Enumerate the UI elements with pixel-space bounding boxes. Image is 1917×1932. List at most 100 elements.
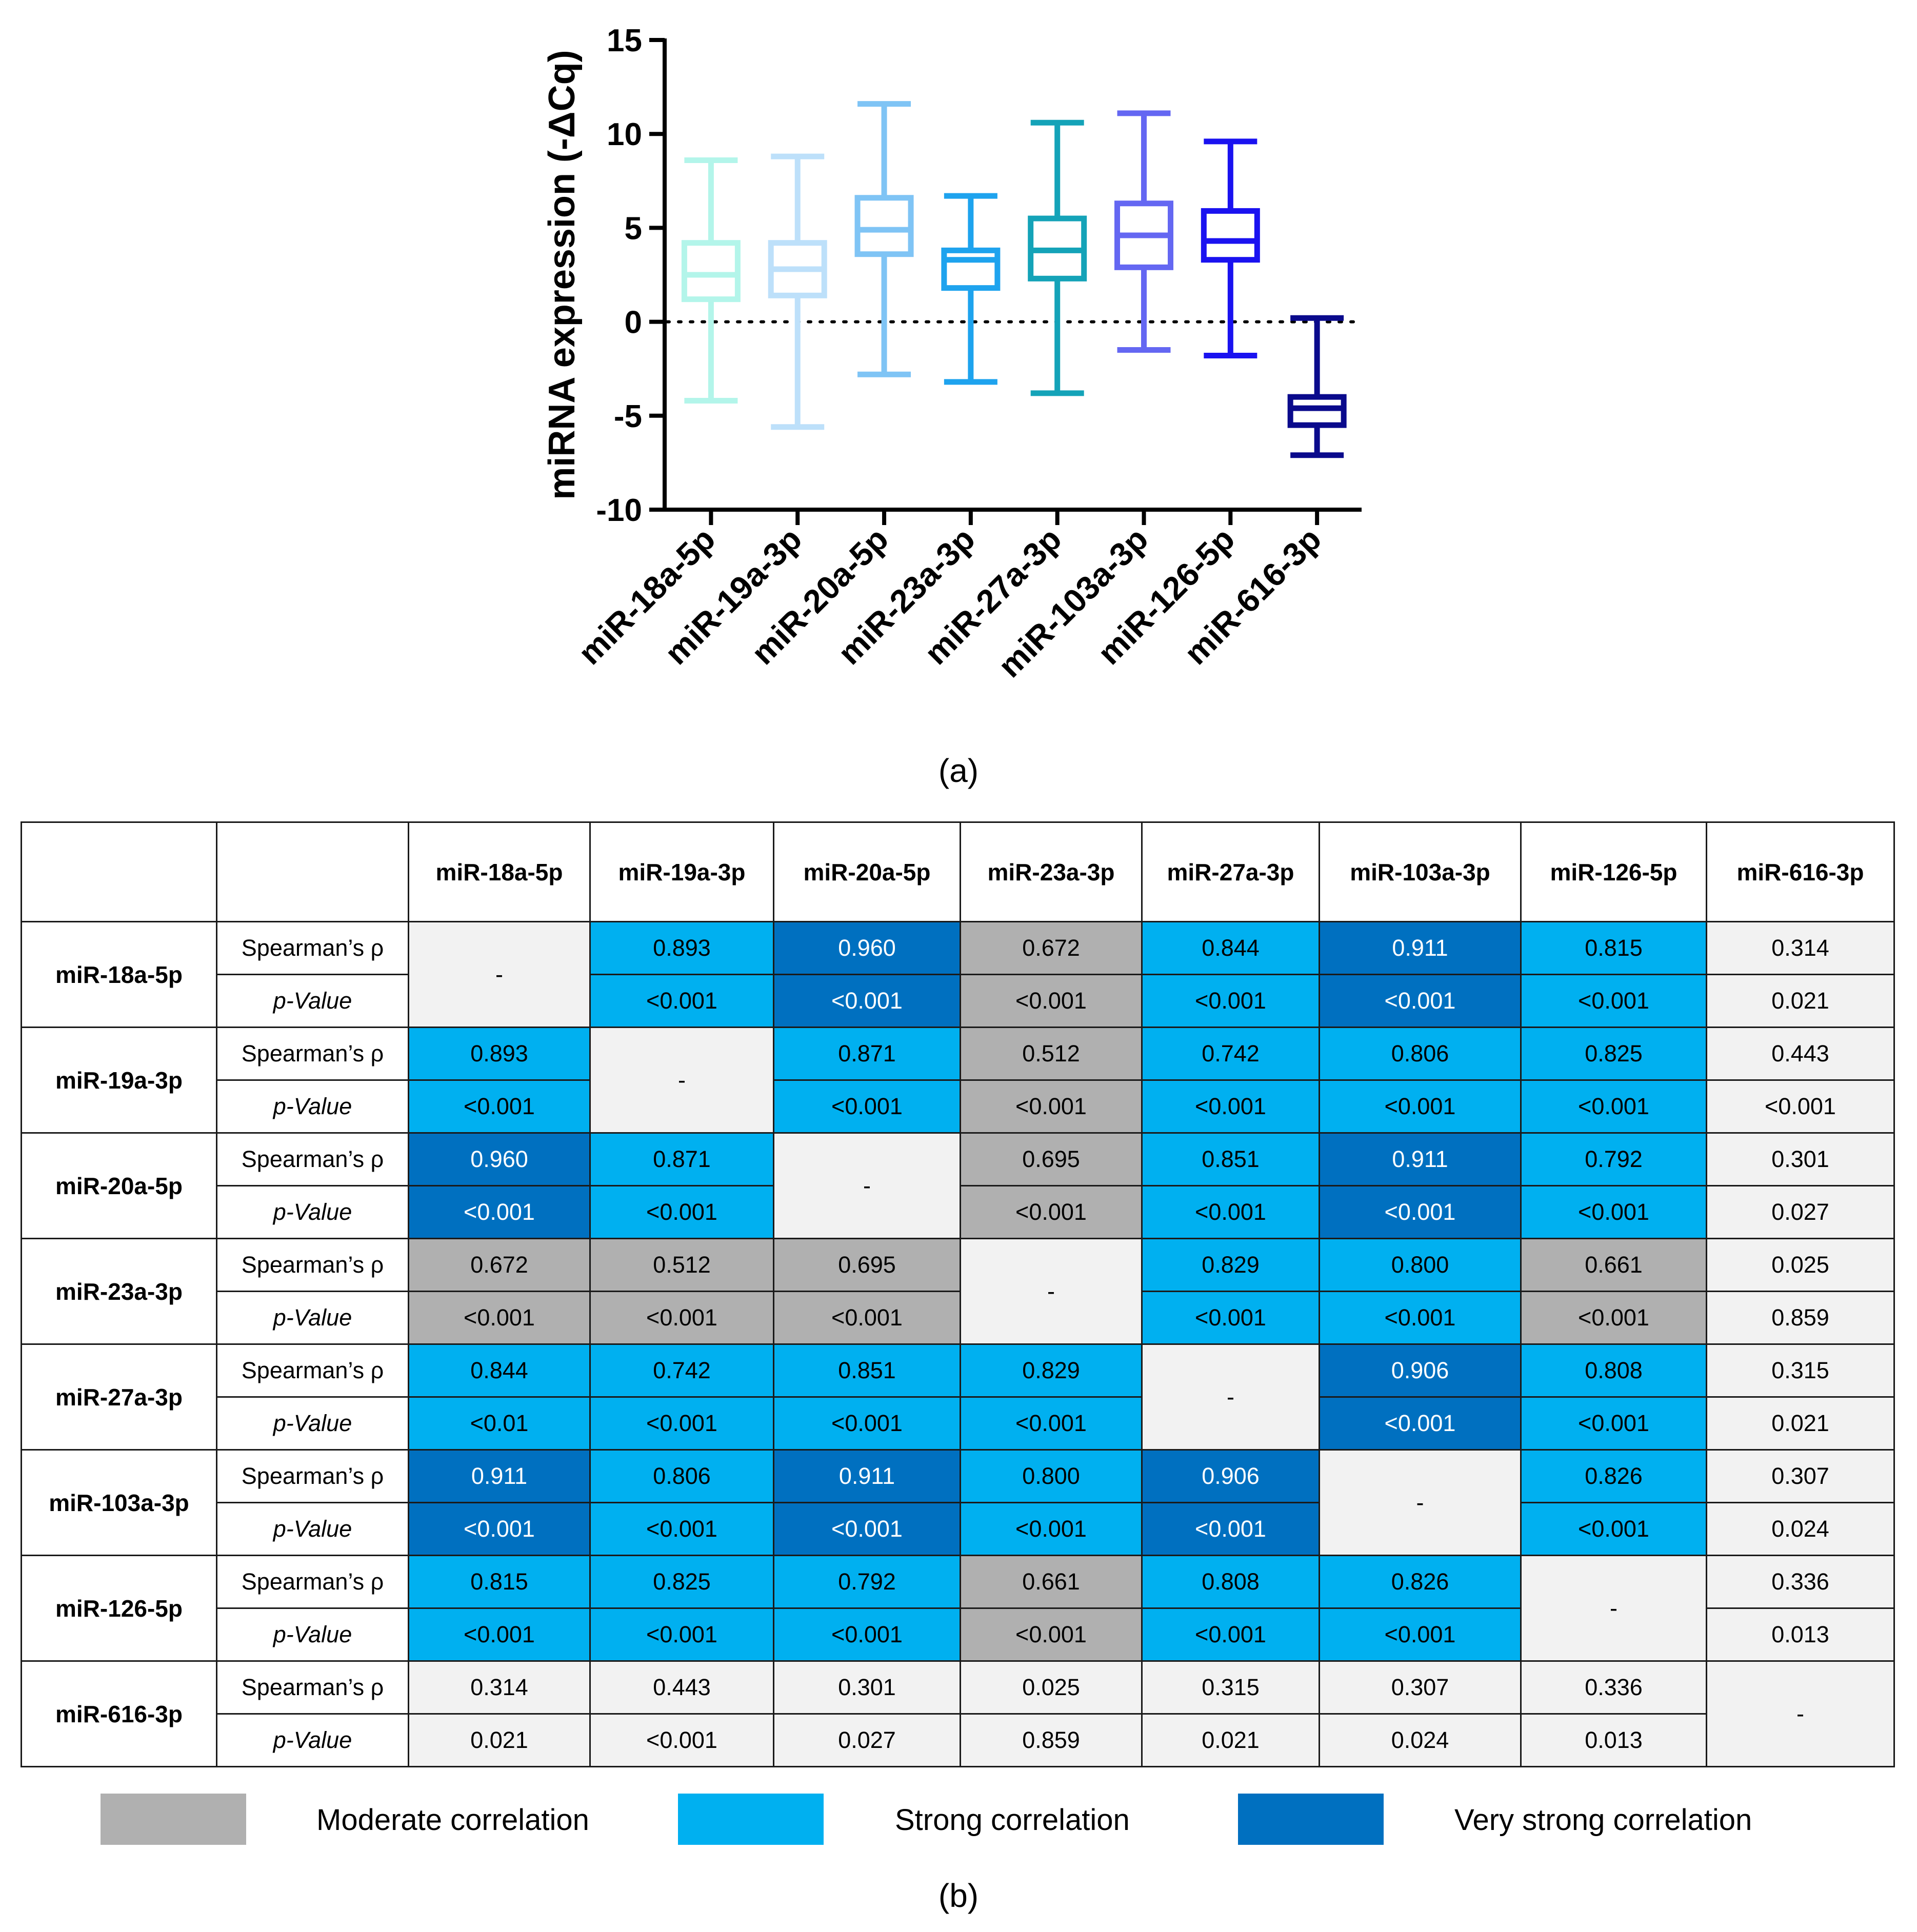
pvalue-cell: <0.001 [408,1291,591,1345]
table-row-rho: miR-27a-3p Spearman’s ρ 0.844 0.742 0.851 0.8… [21,1343,1895,1451]
rho-cell: 0.315 [1706,1343,1895,1398]
pvalue-cell: <0.001 [960,1607,1143,1662]
rho-cell: 0.829 [960,1343,1143,1398]
rho-cell: 0.695 [960,1132,1143,1186]
table-row-rho: miR-23a-3p Spearman’s ρ 0.672 0.512 0.695-0.… [21,1238,1895,1345]
table-row-pvalue: p-Value <0.001 <0.001 <0.001 <0.001 <0.001 <0.… [22,1185,1895,1239]
table-row-rho: miR-126-5p Spearman’s ρ 0.815 0.825 0.792 0.6… [21,1555,1895,1662]
pvalue-cell: <0.001 [589,974,774,1028]
table-row-rho: miR-103a-3p Spearman’s ρ 0.911 0.806 0.911 0.… [21,1449,1895,1556]
diagonal-cell: - [960,1238,1143,1345]
diagonal-cell: - [773,1132,961,1239]
stat-label-rho: Spearman’s ρ [216,921,409,975]
table-header-row: miR-18a-5p miR-19a-3p miR-20a-5p miR-23a-3p… [21,821,1895,922]
stat-label-pvalue: p-Value [216,1607,409,1662]
diagonal-cell: - [1319,1449,1522,1556]
stat-label-rho: Spearman’s ρ [216,1238,409,1292]
diagonal-cell: - [1520,1555,1707,1662]
rho-cell: 0.307 [1706,1449,1895,1503]
stat-label-pvalue: p-Value [216,1713,409,1767]
stat-label-pvalue: p-Value [216,1291,409,1345]
pvalue-cell: 0.024 [1706,1502,1895,1556]
diagonal-cell: - [1141,1343,1320,1451]
pvalue-cell: <0.001 [408,1185,591,1239]
pvalue-cell: <0.001 [773,1291,961,1345]
pvalue-cell: <0.001 [1319,1396,1522,1451]
legend-swatch-strong [678,1794,824,1845]
y-tick-label: -5 [614,399,642,434]
pvalue-cell: <0.001 [960,1502,1143,1556]
rho-cell: 0.307 [1319,1660,1522,1715]
pvalue-cell: <0.001 [1319,1291,1522,1345]
row-header: miR-19a-3p [21,1027,217,1134]
pvalue-cell: <0.001 [1520,1291,1707,1345]
rho-cell: 0.661 [960,1555,1143,1609]
row-header: miR-18a-5p [21,921,217,1028]
stat-label-pvalue: p-Value [216,1396,409,1451]
table-row-pvalue: p-Value <0.001 <0.001 <0.001 <0.001 <0.001 <0.… [22,1607,1895,1662]
pvalue-cell: <0.001 [773,1396,961,1451]
stat-label-rho: Spearman’s ρ [216,1132,409,1186]
stat-label-rho: Spearman’s ρ [216,1343,409,1398]
rho-cell: 0.672 [408,1238,591,1292]
pvalue-cell: <0.001 [773,1502,961,1556]
pvalue-cell: <0.001 [773,1607,961,1662]
pvalue-cell: 0.021 [1141,1713,1320,1767]
stat-label-rho: Spearman’s ρ [216,1449,409,1503]
table-row-pvalue: p-Value <0.01 <0.001 <0.001 <0.001 <0.001 <0.0… [22,1396,1895,1451]
pvalue-cell: <0.001 [1520,974,1707,1028]
row-header: miR-20a-5p [21,1132,217,1239]
table-row-pvalue: p-Value <0.001 <0.001 <0.001 <0.001 <0.001 <0.… [22,1502,1895,1556]
pvalue-cell: <0.001 [589,1713,774,1767]
pvalue-cell: <0.001 [1706,1079,1895,1134]
pvalue-cell: <0.001 [1319,1607,1522,1662]
pvalue-cell: <0.001 [1319,1079,1522,1134]
pvalue-cell: <0.001 [1520,1079,1707,1134]
rho-cell: 0.851 [1141,1132,1320,1186]
rho-cell: 0.808 [1520,1343,1707,1398]
panel-label-a: (a) [938,752,979,789]
table-row-pvalue: p-Value <0.001 <0.001 <0.001 <0.001 <0.001 <0.… [22,974,1895,1028]
legend-label-moderate: Moderate correlation [316,1803,589,1837]
diagonal-cell: - [408,921,591,1028]
pvalue-cell: 0.859 [960,1713,1143,1767]
pvalue-cell: <0.001 [589,1607,774,1662]
rho-cell: 0.742 [589,1343,774,1398]
pvalue-cell: <0.001 [1141,974,1320,1028]
rho-cell: 0.301 [773,1660,961,1715]
header-corner-cell [21,821,217,922]
box-miR-103a-3p [1114,110,1174,353]
table-row-rho: miR-18a-5p Spearman’s ρ -0.893 0.960 0.672 0.… [21,921,1895,1028]
x-tick-label: miR-103a-3p [991,520,1155,685]
box-iqr [941,247,1001,291]
box-iqr [681,240,741,303]
box-miR-616-3p [1287,315,1347,458]
box-miR-126-5p [1201,138,1260,359]
box-iqr [1201,208,1260,263]
rho-cell: 0.826 [1319,1555,1522,1609]
rho-cell: 0.960 [773,921,961,975]
column-header: miR-19a-3p [589,821,774,922]
pvalue-cell: 0.859 [1706,1291,1895,1345]
panel-label-b: (b) [938,1877,979,1914]
legend-swatch-moderate [101,1794,246,1845]
diagonal-cell: - [589,1027,774,1134]
y-tick-label: 15 [607,23,642,58]
pvalue-cell: 0.013 [1520,1713,1707,1767]
rho-cell: 0.829 [1141,1238,1320,1292]
row-header: miR-126-5p [21,1555,217,1662]
pvalue-cell: <0.01 [408,1396,591,1451]
correlation-table: miR-18a-5p miR-19a-3p miR-20a-5p miR-23a-3p… [21,821,1895,1767]
table-row-rho: miR-19a-3p Spearman’s ρ 0.893-0.871 0.512 0.… [21,1027,1895,1134]
rho-cell: 0.893 [408,1027,591,1081]
rho-cell: 0.336 [1520,1660,1707,1715]
pvalue-cell: <0.001 [408,1502,591,1556]
table-row-pvalue: p-Value 0.021 <0.001 0.027 0.859 0.021 0.024 0.… [22,1713,1894,1767]
rho-cell: 0.512 [589,1238,774,1292]
rho-cell: 0.695 [773,1238,961,1292]
pvalue-cell: 0.027 [1706,1185,1895,1239]
box-miR-20a-5p [854,101,914,377]
y-tick-label: 5 [625,211,642,246]
table-row-pvalue: p-Value <0.001 <0.001 <0.001 <0.001 <0.001 <0.… [22,1291,1895,1345]
